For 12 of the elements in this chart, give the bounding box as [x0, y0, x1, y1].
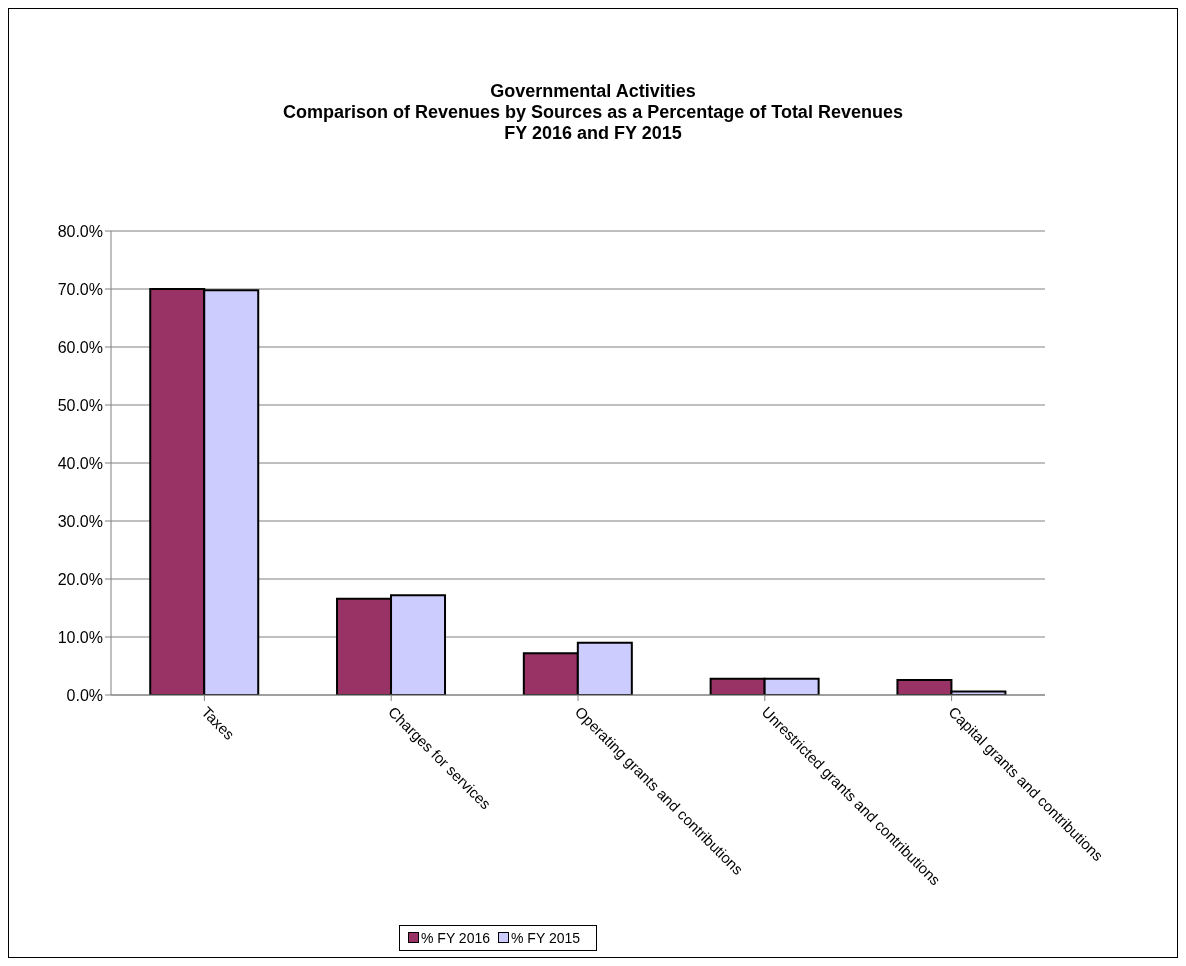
legend-label: % FY 2015 [510, 930, 581, 946]
y-tick-label: 0.0% [66, 686, 103, 704]
y-tick-label: 40.0% [57, 454, 103, 472]
y-tick-label: 80.0% [57, 222, 103, 240]
legend-label: % FY 2016 [420, 930, 491, 946]
y-tick-label: 50.0% [57, 396, 103, 414]
y-tick-label: 20.0% [57, 570, 103, 588]
y-tick-label: 60.0% [57, 338, 103, 356]
y-tick-label: 70.0% [57, 280, 103, 298]
chart-title: Governmental Activities Comparison of Revenues by Sources as a Percentage of Total Revenues FY 2016 and FY 2015 [282, 81, 904, 144]
y-tick-label: 10.0% [57, 628, 103, 646]
y-tick-label: 30.0% [57, 512, 103, 530]
